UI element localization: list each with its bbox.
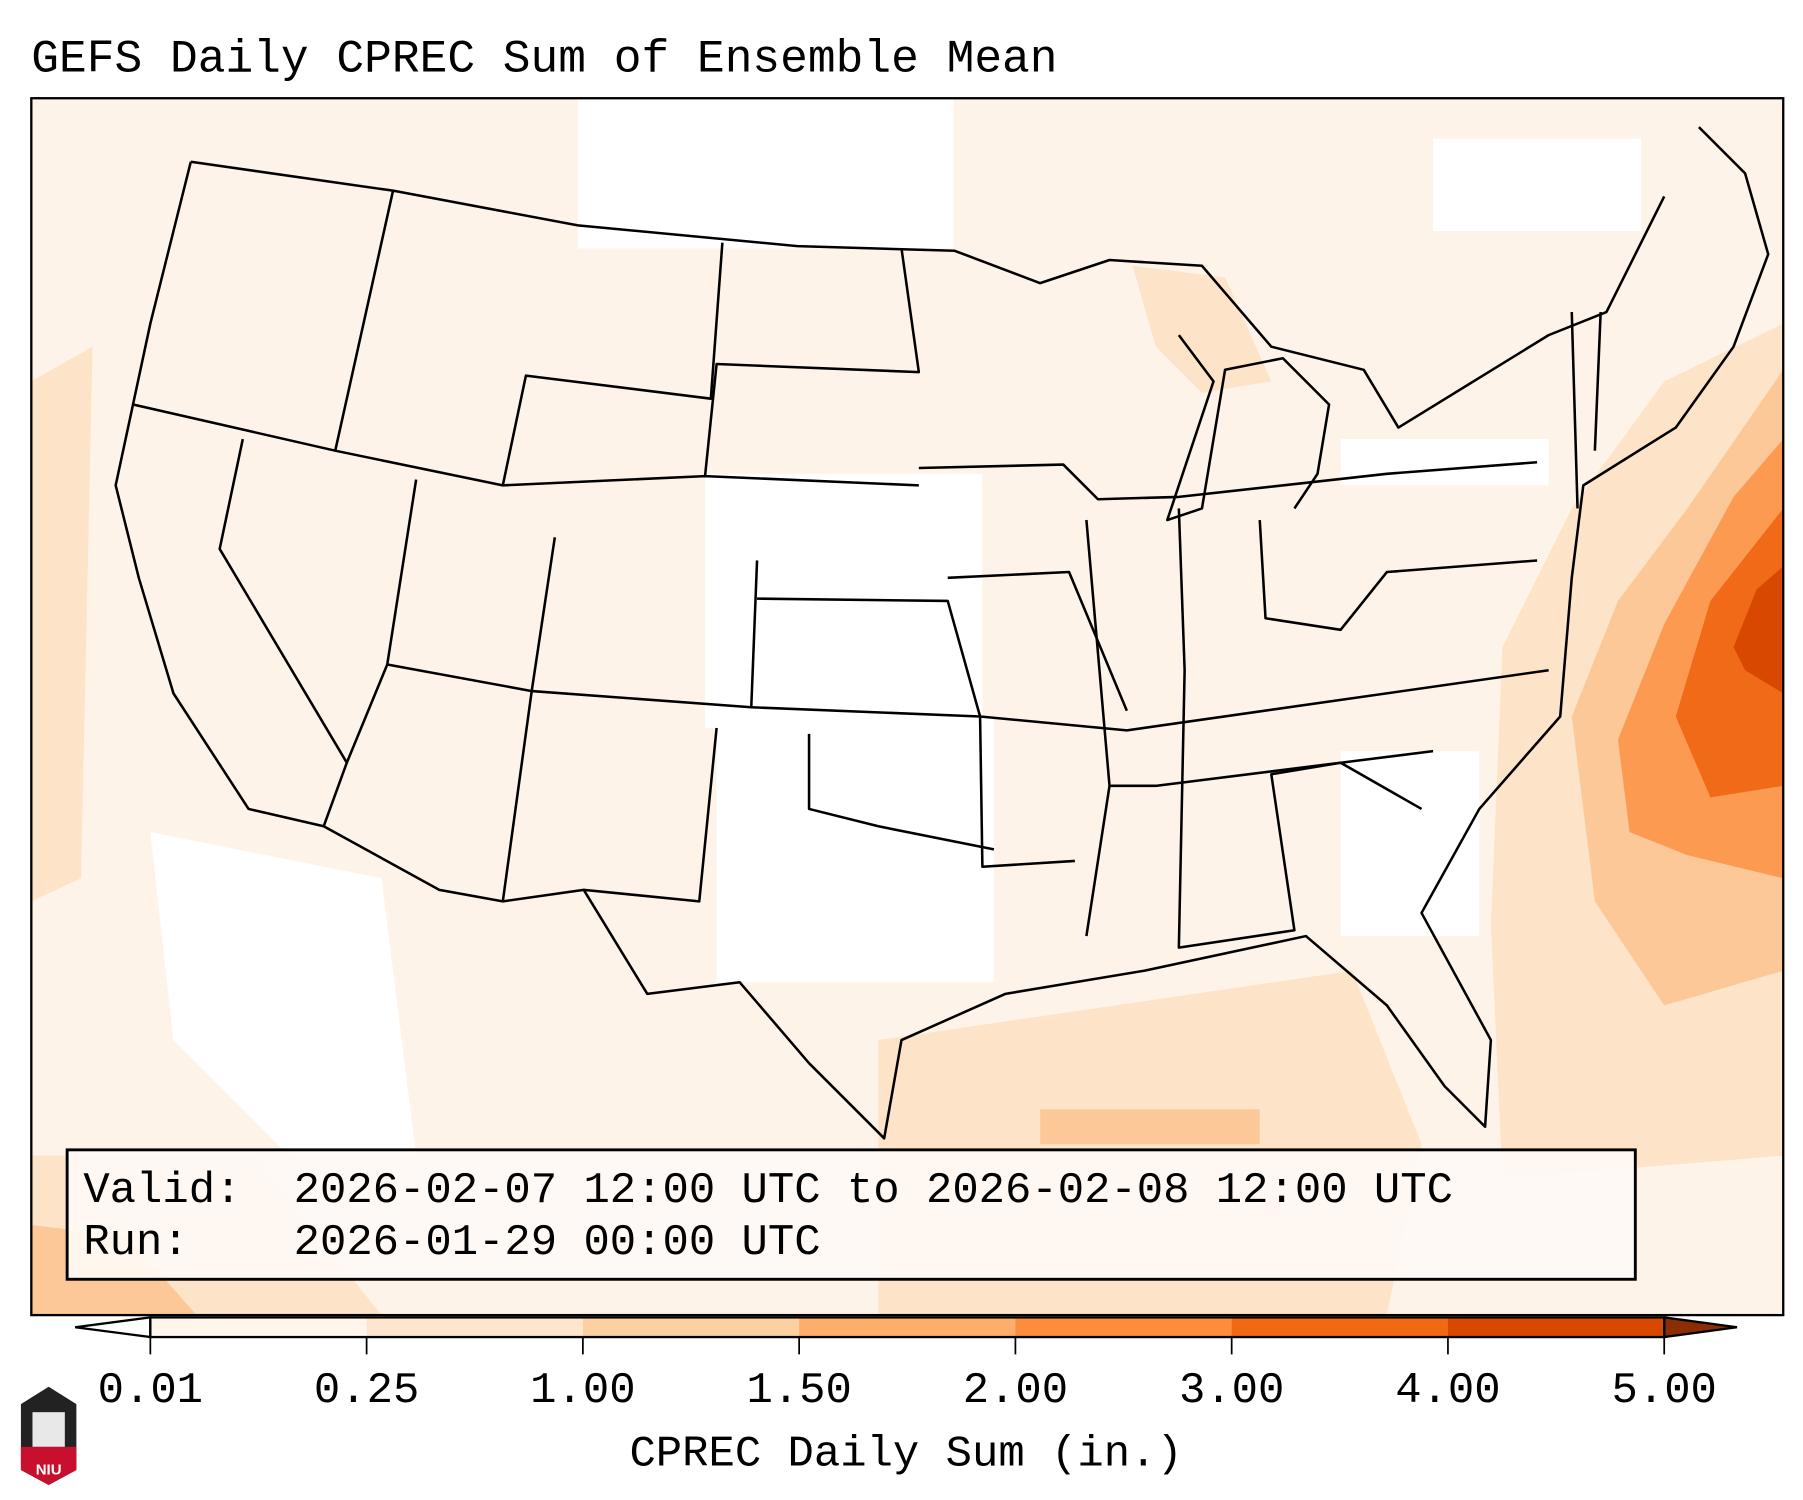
niu-logo: NIU	[20, 1386, 77, 1485]
colorbar-over-extension	[1663, 1316, 1738, 1339]
run-label: Run:	[83, 1218, 188, 1268]
colorbar-under-extension	[75, 1316, 152, 1339]
colorbar-segment	[1231, 1317, 1449, 1338]
run-time: 2026-01-29 00:00 UTC	[294, 1218, 821, 1268]
colorbar-segment	[366, 1317, 584, 1338]
svg-text:NIU: NIU	[36, 1462, 62, 1479]
map-title: GEFS Daily CPREC Sum of Ensemble Mean	[31, 34, 1057, 86]
state-borders	[132, 190, 1602, 949]
colorbar-segment	[582, 1317, 800, 1338]
colorbar-segment	[1447, 1317, 1665, 1338]
colorbar-segment	[1015, 1317, 1233, 1338]
colorbar-tick-label: 1.00	[530, 1366, 635, 1416]
precip-none-areas	[150, 98, 1642, 1156]
colorbar-frame	[149, 1316, 1666, 1339]
precip-extreme-areas	[1733, 566, 1784, 694]
colorbar-tick-label: 1.50	[746, 1366, 851, 1416]
colorbar-segment	[150, 1317, 368, 1338]
valid-label: Valid:	[83, 1166, 241, 1216]
colorbar-tick-label: 0.01	[98, 1366, 203, 1416]
colorbar-segment	[799, 1317, 1016, 1338]
valid-time: 2026-02-07 12:00 UTC to 2026-02-08 12:00…	[294, 1166, 1453, 1216]
colorbar-tick-label: 5.00	[1612, 1366, 1717, 1416]
colorbar	[75, 1316, 1738, 1339]
colorbar-label: CPREC Daily Sum (in.)	[629, 1429, 1182, 1479]
map-panel	[30, 97, 1785, 1317]
info-box: Valid: 2026-02-07 12:00 UTC to 2026-02-0…	[65, 1148, 1637, 1281]
colorbar-tick-label: 3.00	[1179, 1366, 1284, 1416]
map-frame	[30, 97, 1785, 1317]
us-outline	[114, 126, 1770, 1140]
colorbar-tick-label: 2.00	[963, 1366, 1068, 1416]
colorbar-tick-label: 4.00	[1395, 1366, 1500, 1416]
colorbar-tick-label: 0.25	[314, 1366, 419, 1416]
colorbar-ticks: 0.01 0.25 1.00 1.50 2.00 3.00 4.00 5.00	[98, 1337, 1717, 1416]
precip-very-heavy-areas	[1675, 508, 1784, 798]
